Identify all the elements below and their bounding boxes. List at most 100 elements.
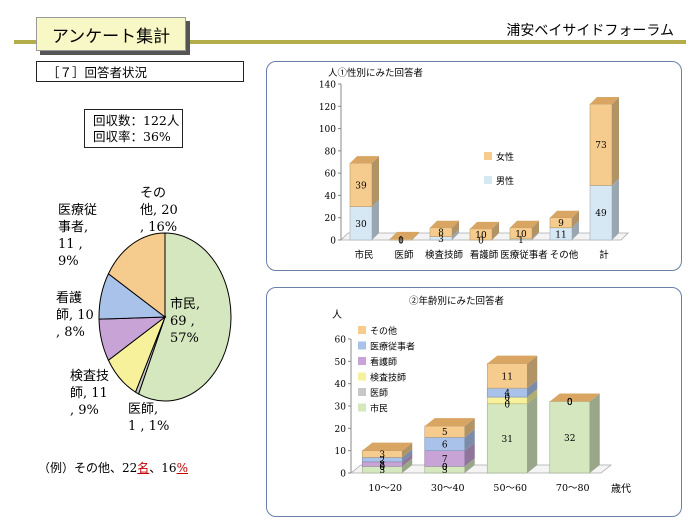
x-tick-label: 30～40 [431,483,465,494]
stats-collected: 回収数：122人 [93,113,180,128]
bar-segment-side [402,449,413,462]
bar-value-label: 11 [555,230,566,240]
x-tick-label: 看護師 [470,249,499,261]
bar-value-label: 30 [355,220,367,230]
bar-segment-side [612,97,619,186]
chart-title: 人①性別にみた回答者 [328,67,423,79]
legend-label: 看護師 [370,356,397,368]
legend-label: 検査技師 [370,372,406,384]
y-tick-label: 60 [335,336,347,346]
stats-rate: 回収率：36% [93,129,171,144]
bar-value-label: 0 [504,400,510,410]
bar-value-label: 0 [379,463,385,473]
bar-segment-side [402,442,413,458]
pie-label-5: その他, 20 , 16% [140,186,178,235]
pie-label-line: 11 , [58,237,83,252]
pie-label-line: 医療従 [58,203,97,218]
bar-value-label: 0 [567,398,573,408]
bar-value-label: 2 [379,461,385,471]
bar-top [510,220,539,228]
legend-swatch [358,326,366,334]
pie-slice-0 [137,232,232,402]
y-tick-label: 50 [335,358,347,368]
x-tick-label: 50～60 [493,483,527,494]
legend-label: 男性 [496,175,514,187]
y-axis-label: 人 [332,309,342,321]
example-note: （例）その他、22名、16% [38,459,188,476]
pie-label-line: 9% [58,254,79,269]
bar-value-label: 6 [442,440,448,450]
pie-label-line: 他, 20 [140,203,178,218]
pie-label-2: 検査技師, 11 , 9% [70,369,109,418]
pie-label-4: 医療従事者, 11 , 9% [58,203,97,269]
pie-label-line: , 8% [56,325,85,340]
bar-segment-side [589,393,600,473]
legend-swatch [358,403,366,412]
bar-top [487,355,538,364]
bar-segment-side [527,395,538,473]
bar-value-label: 3 [379,451,385,461]
gender-bar-chart: 人①性別にみた回答者0204060801001201403039市民01医師38… [319,67,629,261]
bar-segment-side [527,389,538,404]
bar-segment-side [464,458,475,473]
bar-value-label: 0 [567,398,573,408]
bar-value-label: 3 [504,397,510,407]
example-unit-percent: % [176,461,188,475]
y-tick-label: 20 [335,425,347,435]
pie-label-line: 事者, [58,220,88,235]
bar-value-label: 39 [355,181,367,191]
bar-value-label: 49 [595,209,607,219]
pie-label-line: 市民, [170,296,200,312]
bar-top [362,442,413,451]
page-title: アンケート集計 [36,17,186,51]
bar-value-label: 7 [442,455,448,465]
y-tick-label: 60 [325,170,337,180]
legend-swatch [484,152,492,160]
chart-title: ②年齢別にみた回答者 [409,295,504,307]
bar-value-label: 2 [379,456,385,466]
y-tick-label: 40 [325,192,337,202]
bar-value-label: 0 [442,463,448,473]
bar-value-label: 8 [438,229,444,239]
x-tick-label: 10～20 [368,483,402,494]
bar-top [470,221,499,229]
legend-swatch [358,388,366,396]
bar-value-label: 10 [515,230,527,240]
bar-value-label: 9 [558,219,564,229]
age-chart-panel [266,287,682,517]
legend-swatch [358,341,366,350]
bar-segment-side [464,442,475,467]
bar-value-label: 1 [398,236,404,246]
bar-value-label: 0 [567,398,573,408]
pie-label-line: 57% [170,331,199,346]
legend-label: その他 [370,325,397,337]
respondent-pie-chart: 市民, 69 , 57% 医師, 1 , 1% 検査技師, 11 , 9% 看護師, 10 , … [56,186,232,434]
brand-name: 浦安ベイサイドフォーラム [506,23,674,39]
bar-value-label: 73 [595,141,607,151]
bar-top [390,231,419,239]
bar-segment-side [532,220,539,239]
y-tick-label: 120 [319,103,336,113]
pie-label-line: 1 , 1% [128,419,169,434]
pie-label-line: その [140,186,166,201]
bar-value-label: 0 [442,463,448,473]
pie-label-3: 看護師, 10 , 8% [56,290,94,340]
bar-value-label: 3 [438,235,444,245]
stats-box: 回収数：122人 回収率：36% [84,109,183,148]
bar-segment-side [464,418,475,438]
bar-segment-side [492,221,499,240]
x-tick-label: 検査技師 [425,249,464,261]
bar-segment-side [452,220,459,237]
x-tick-label: その他 [550,249,579,261]
bar-value-label: 0 [379,463,385,473]
pie-label-0: 市民, 69 , 57% [170,296,200,346]
legend-label: 医師 [370,387,388,399]
bar-segment-side [612,178,619,240]
bar-segment-side [452,229,459,240]
bar-top [430,220,459,228]
x-axis-label: 歳代 [611,483,631,495]
pie-slice-5 [107,232,166,319]
y-tick-label: 30 [335,403,347,413]
pie-label-line: 69 , [170,314,195,329]
bar-value-label: 0 [567,398,573,408]
